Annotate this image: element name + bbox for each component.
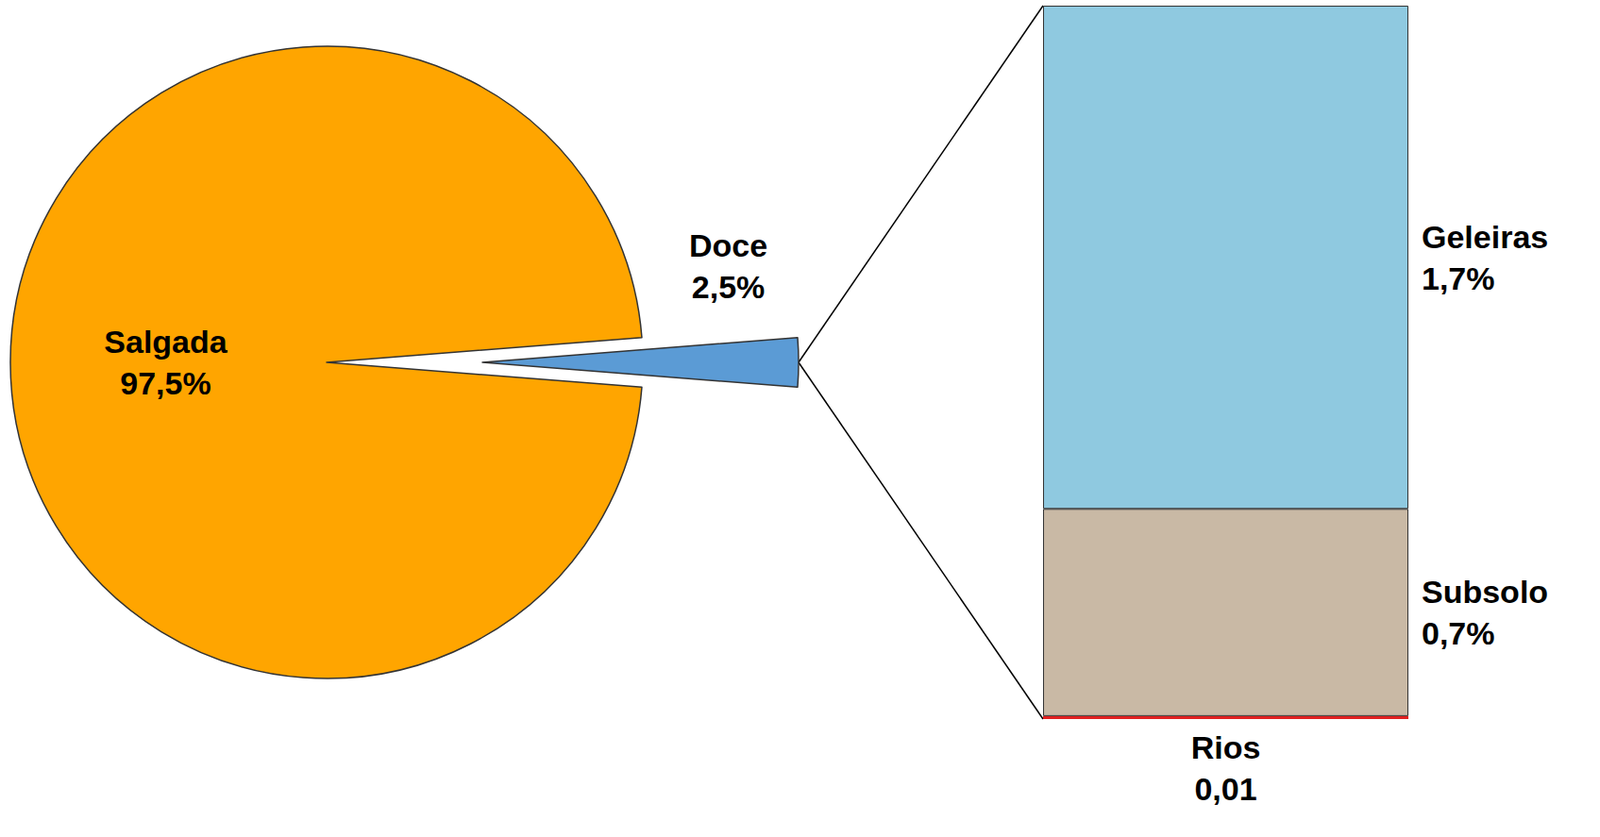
- svg-text:0,7%: 0,7%: [1421, 615, 1496, 652]
- svg-text:Salgada: Salgada: [103, 323, 228, 360]
- svg-text:Doce: Doce: [689, 227, 768, 264]
- svg-text:Rios: Rios: [1191, 729, 1262, 766]
- svg-text:1,7%: 1,7%: [1421, 260, 1496, 297]
- svg-text:97,5%: 97,5%: [119, 365, 211, 402]
- svg-text:0,01: 0,01: [1194, 771, 1257, 808]
- svg-text:Geleiras: Geleiras: [1421, 218, 1549, 255]
- svg-text:2,5%: 2,5%: [691, 269, 766, 305]
- svg-text:Subsolo: Subsolo: [1421, 573, 1549, 610]
